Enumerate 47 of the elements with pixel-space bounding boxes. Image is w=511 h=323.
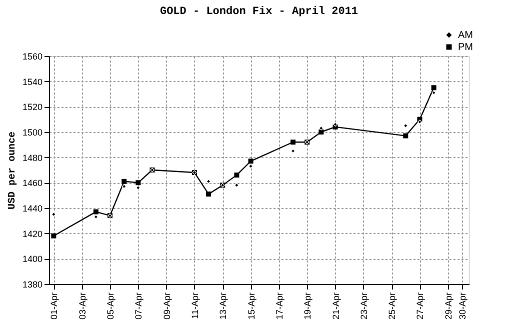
x-tick-label: 11-Apr	[190, 292, 200, 319]
y-tick-label: 1400	[22, 254, 42, 264]
point	[319, 126, 324, 130]
y-tick-label: 1540	[22, 76, 42, 87]
point	[432, 90, 436, 95]
point	[234, 172, 240, 178]
x-tick-label: 05-Apr	[106, 292, 116, 320]
legend-label: PM	[458, 42, 473, 53]
point	[403, 133, 408, 138]
point	[94, 214, 98, 220]
point	[333, 122, 338, 127]
y-axis-title: USD per ounce	[7, 131, 18, 210]
y-tick-label: 1380	[22, 280, 42, 290]
x-tick-label: 29-Apr	[443, 292, 454, 320]
point	[51, 233, 56, 238]
y-tick-label: 1420	[22, 228, 42, 239]
point	[248, 164, 253, 168]
x-tick-label: 23-Apr	[358, 292, 369, 320]
x-tick-label: 09-Apr	[162, 292, 172, 320]
point	[234, 183, 239, 188]
legend-label: AM	[458, 30, 473, 41]
point	[206, 192, 212, 197]
x-tick-label: 25-Apr	[387, 292, 398, 320]
point	[318, 130, 324, 134]
x-tick-label: 03-Apr	[77, 292, 88, 320]
y-tick-label: 1440	[22, 204, 42, 214]
x-tick-label: 01-Apr	[49, 292, 60, 320]
point	[431, 85, 436, 90]
point	[290, 140, 296, 145]
x-tick-label: 21-Apr	[330, 292, 341, 320]
point	[248, 158, 254, 164]
x-tick-label: 07-Apr	[134, 292, 144, 320]
point	[136, 180, 141, 186]
x-tick-label: 30-Apr	[457, 292, 468, 320]
chart-title: GOLD - London Fix - April 2011	[160, 6, 358, 18]
point	[122, 178, 127, 184]
y-tick-label: 1560	[22, 52, 42, 62]
x-tick-label: 19-Apr	[302, 292, 313, 320]
x-tick-label: 13-Apr	[218, 292, 228, 320]
x-tick-label: 27-Apr	[415, 292, 426, 320]
x-tick-label: 17-Apr	[274, 292, 284, 320]
y-tick-label: 1480	[22, 152, 42, 163]
y-tick-label: 1520	[22, 102, 42, 112]
x-tick-label: 15-Apr	[246, 292, 256, 320]
point	[93, 209, 98, 214]
y-tick-label: 1500	[22, 128, 42, 138]
y-tick-label: 1460	[22, 178, 42, 188]
